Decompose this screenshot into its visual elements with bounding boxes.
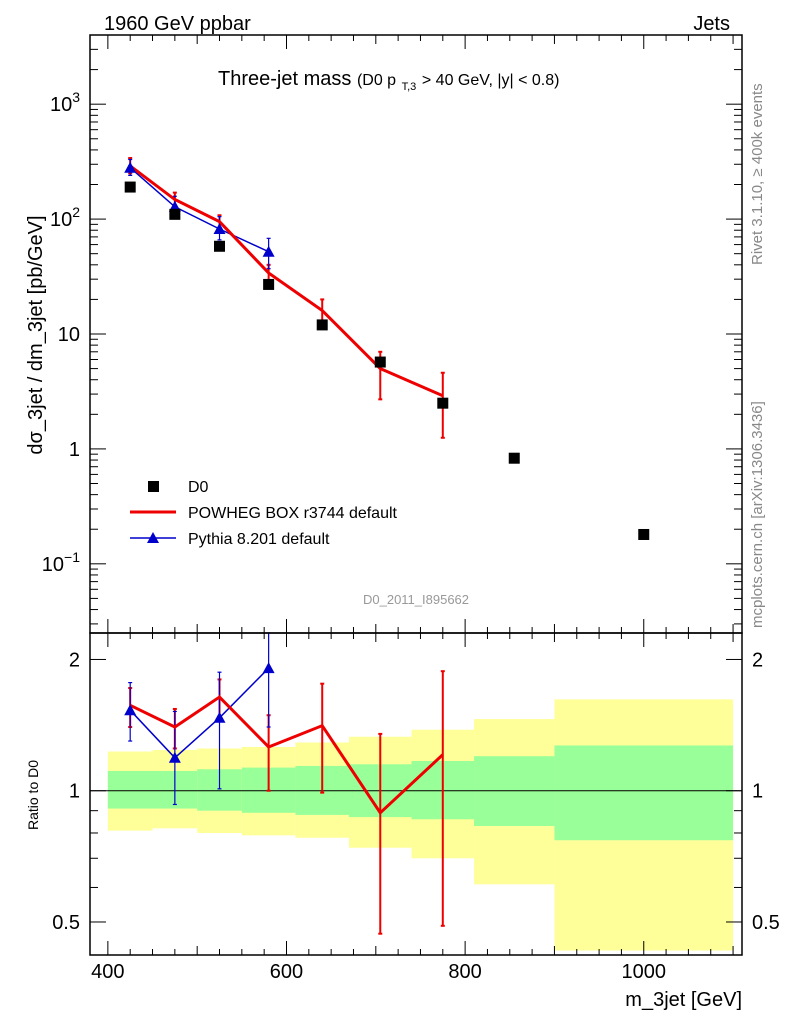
main-title: Three-jet mass (D0 p T,3 > 40 GeV, |y| <… bbox=[218, 68, 559, 95]
mcplots-note: mcplots.cern.ch [arXiv:1306.3436] bbox=[749, 401, 766, 628]
x-axis-label: m_3jet [GeV] bbox=[625, 989, 742, 1011]
data-point bbox=[374, 356, 386, 368]
title-cut-prefix: (D0 p bbox=[357, 72, 396, 89]
main-y-tick-label: 102 bbox=[50, 204, 80, 231]
x-tick-label: 400 bbox=[91, 961, 124, 983]
data-point bbox=[214, 240, 226, 252]
data-point bbox=[437, 397, 449, 409]
data-point bbox=[263, 278, 275, 290]
ratio-pythia-point bbox=[262, 662, 275, 674]
ratio-plot-frame bbox=[89, 632, 743, 956]
legend: D0 POWHEG BOX r3744 default Pythia 8.201… bbox=[130, 479, 398, 548]
pythia-line bbox=[129, 167, 269, 253]
x-tick-label: 600 bbox=[270, 961, 303, 983]
legend-label-pythia: Pythia 8.201 default bbox=[188, 531, 330, 548]
main-y-tick-label: 103 bbox=[50, 89, 80, 116]
legend-label-data: D0 bbox=[188, 479, 209, 496]
ratio-pythia-point bbox=[168, 751, 181, 763]
main-y-tick-label: 10−1 bbox=[42, 549, 80, 576]
ratio-pythia-line bbox=[129, 667, 270, 759]
analysis-id: D0_2011_I895662 bbox=[363, 592, 469, 607]
data-point bbox=[508, 452, 520, 464]
title-cut-sub: T,3 bbox=[402, 81, 417, 93]
ratio-y-axis-label: Ratio to D0 bbox=[25, 760, 41, 830]
legend-label-powheg: POWHEG BOX r3744 default bbox=[188, 505, 398, 522]
legend-marker-data bbox=[148, 481, 159, 492]
title-main: Three-jet mass bbox=[218, 68, 351, 90]
data-point bbox=[169, 208, 181, 220]
legend-marker-pythia bbox=[147, 532, 159, 543]
main-y-axis-label: dσ_3jet / dm_3jet [pb/GeV] bbox=[25, 215, 47, 454]
jets-label: Jets bbox=[693, 13, 730, 35]
data-point bbox=[638, 528, 650, 540]
ratio-y-tick-label: 1 bbox=[69, 781, 80, 803]
ratio-pythia-point bbox=[213, 711, 226, 723]
data-point bbox=[124, 181, 136, 193]
ratio-y-tick-label-right: 2 bbox=[752, 649, 763, 671]
x-tick-label: 800 bbox=[448, 961, 481, 983]
ratio-band-inner bbox=[554, 745, 734, 841]
ratio-pythia-point bbox=[124, 704, 137, 716]
powheg-line bbox=[129, 164, 444, 398]
pythia-point bbox=[124, 161, 137, 173]
main-y-tick-label: 1 bbox=[69, 439, 80, 461]
pythia-point bbox=[262, 245, 275, 257]
ratio-y-tick-label: 2 bbox=[69, 649, 80, 671]
ratio-band-inner bbox=[107, 770, 153, 809]
pythia-point bbox=[213, 222, 226, 234]
rivet-note: Rivet 3.1.10, ≥ 400k events bbox=[749, 83, 766, 265]
data-point bbox=[316, 319, 328, 331]
ratio-y-tick-label: 0.5 bbox=[52, 912, 80, 934]
ratio-y-tick-label-right: 1 bbox=[752, 781, 763, 803]
energy-label: 1960 GeV ppbar bbox=[104, 13, 251, 35]
ratio-y-tick-label-right: 0.5 bbox=[752, 912, 780, 934]
title-cut-suffix: > 40 GeV, |y| < 0.8) bbox=[422, 72, 560, 89]
ratio-powheg-line bbox=[129, 695, 444, 816]
main-y-tick-label: 10 bbox=[58, 324, 80, 346]
x-tick-label: 1000 bbox=[622, 961, 667, 983]
